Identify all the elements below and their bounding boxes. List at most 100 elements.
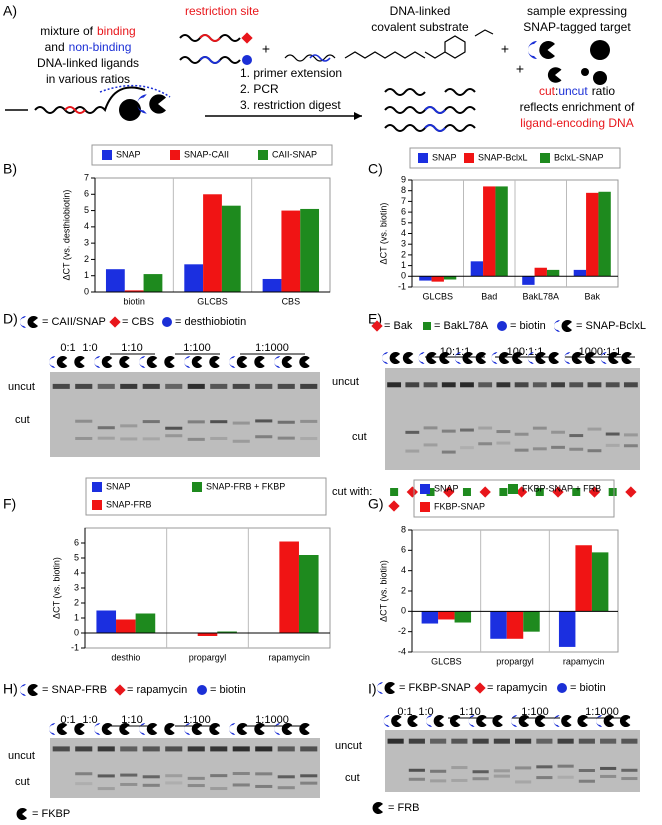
lane-icon <box>564 352 583 364</box>
legend-text: = Bak <box>384 320 413 332</box>
lane-icon <box>119 356 130 368</box>
y-tick-label: 6 <box>401 545 406 555</box>
dna-strand <box>64 106 86 114</box>
legend-text: = FKBP-SNAP <box>399 682 471 694</box>
gel-band <box>587 427 602 431</box>
gel-band <box>187 420 205 424</box>
x-tick-label: Bak <box>584 291 600 301</box>
lane-icon <box>164 356 175 368</box>
gel-band <box>75 772 93 776</box>
gel-band <box>120 746 138 752</box>
gel-band <box>52 746 70 752</box>
gel-band <box>97 426 115 430</box>
y-tick-label: 0 <box>74 627 79 637</box>
gel-band <box>451 738 468 744</box>
text-part: mixture of <box>40 24 93 38</box>
gel-band <box>569 382 584 388</box>
gel-band <box>165 383 183 389</box>
bar <box>262 278 282 292</box>
bar <box>298 555 319 633</box>
cut-marker <box>479 486 491 498</box>
legend-text: = desthiobiotin <box>175 316 246 328</box>
protein-icon <box>547 67 562 83</box>
ligand-icon <box>241 32 253 44</box>
mixture-text: DNA-linked ligands <box>37 56 139 70</box>
gel-band <box>621 738 638 744</box>
gel-band <box>460 382 474 388</box>
lane-icon <box>49 723 68 735</box>
gel-band <box>187 776 205 780</box>
gel-band <box>441 450 456 454</box>
legend-label: SNAP <box>434 483 459 493</box>
ratio-label: 1:1000 <box>255 342 289 354</box>
gel <box>50 738 320 798</box>
y-tick-label: 7 <box>401 196 406 206</box>
bar <box>279 541 299 633</box>
result-text: reflects enrichment of <box>520 100 635 114</box>
gel-band <box>493 769 510 773</box>
gel-band <box>557 775 574 779</box>
legend-icon <box>114 684 126 696</box>
ratio-label: 0:1 <box>397 706 412 718</box>
legend-icon <box>162 317 172 327</box>
y-tick-label: 9 <box>401 174 406 184</box>
gel-band <box>551 382 565 388</box>
lane-icon <box>621 352 632 364</box>
panel-label: C) <box>368 161 383 177</box>
dna-strand <box>199 34 221 42</box>
gel-band <box>623 444 638 448</box>
gel-band <box>142 420 160 424</box>
gel-band <box>165 434 183 438</box>
gel-band <box>120 437 138 441</box>
y-tick-label: 0 <box>401 606 406 616</box>
lane-icon <box>139 723 158 735</box>
bar <box>421 611 439 624</box>
dna-strand <box>384 88 476 132</box>
ratio-label: 1:0 <box>418 706 433 718</box>
gel-band <box>232 421 250 425</box>
gel-label: uncut <box>335 740 362 752</box>
bar <box>197 633 218 636</box>
legend-text: = SNAP-BclxL <box>576 320 646 332</box>
gel-label: cut <box>15 776 30 788</box>
gel-band <box>587 382 602 388</box>
y-tick-label: 2 <box>401 249 406 259</box>
gel <box>50 372 320 457</box>
cut-marker <box>625 486 637 498</box>
gel-band <box>600 766 617 770</box>
legend-swatch <box>420 502 430 512</box>
legend-text: = FRB <box>388 802 419 814</box>
gel-band <box>405 382 420 388</box>
gel-band <box>423 443 438 447</box>
y-tick-label: 0 <box>401 271 406 281</box>
gel-band <box>97 787 115 791</box>
ratio-label: 1:1000 <box>585 706 619 718</box>
cut-marker <box>406 486 418 498</box>
gel-label: cut <box>345 772 360 784</box>
dna-strand <box>424 106 446 132</box>
y-tick-label: 1 <box>401 260 406 270</box>
legend-label: SNAP-BclxL <box>478 152 528 162</box>
legend-icon <box>557 683 567 693</box>
protein-icon <box>137 94 166 114</box>
lane-icon <box>74 723 85 735</box>
gel-label: cut <box>15 414 30 426</box>
gel-band <box>255 746 273 752</box>
legend-icon <box>20 684 38 696</box>
gel-band <box>551 445 565 449</box>
legend-text: = FKBP <box>32 808 70 820</box>
y-tick-label: 7 <box>84 172 89 182</box>
gel-band <box>387 382 402 388</box>
bar <box>523 611 540 632</box>
lane-icon <box>426 715 445 727</box>
bar <box>203 194 222 292</box>
gel-band <box>97 436 115 440</box>
legend-swatch <box>92 500 102 510</box>
text-part: and <box>45 40 65 54</box>
gel-band <box>300 383 318 389</box>
gel-band <box>515 780 532 784</box>
cut-marker <box>462 488 471 496</box>
gel-band <box>600 774 617 778</box>
gel-band <box>478 442 493 446</box>
legend-swatch <box>170 150 180 160</box>
